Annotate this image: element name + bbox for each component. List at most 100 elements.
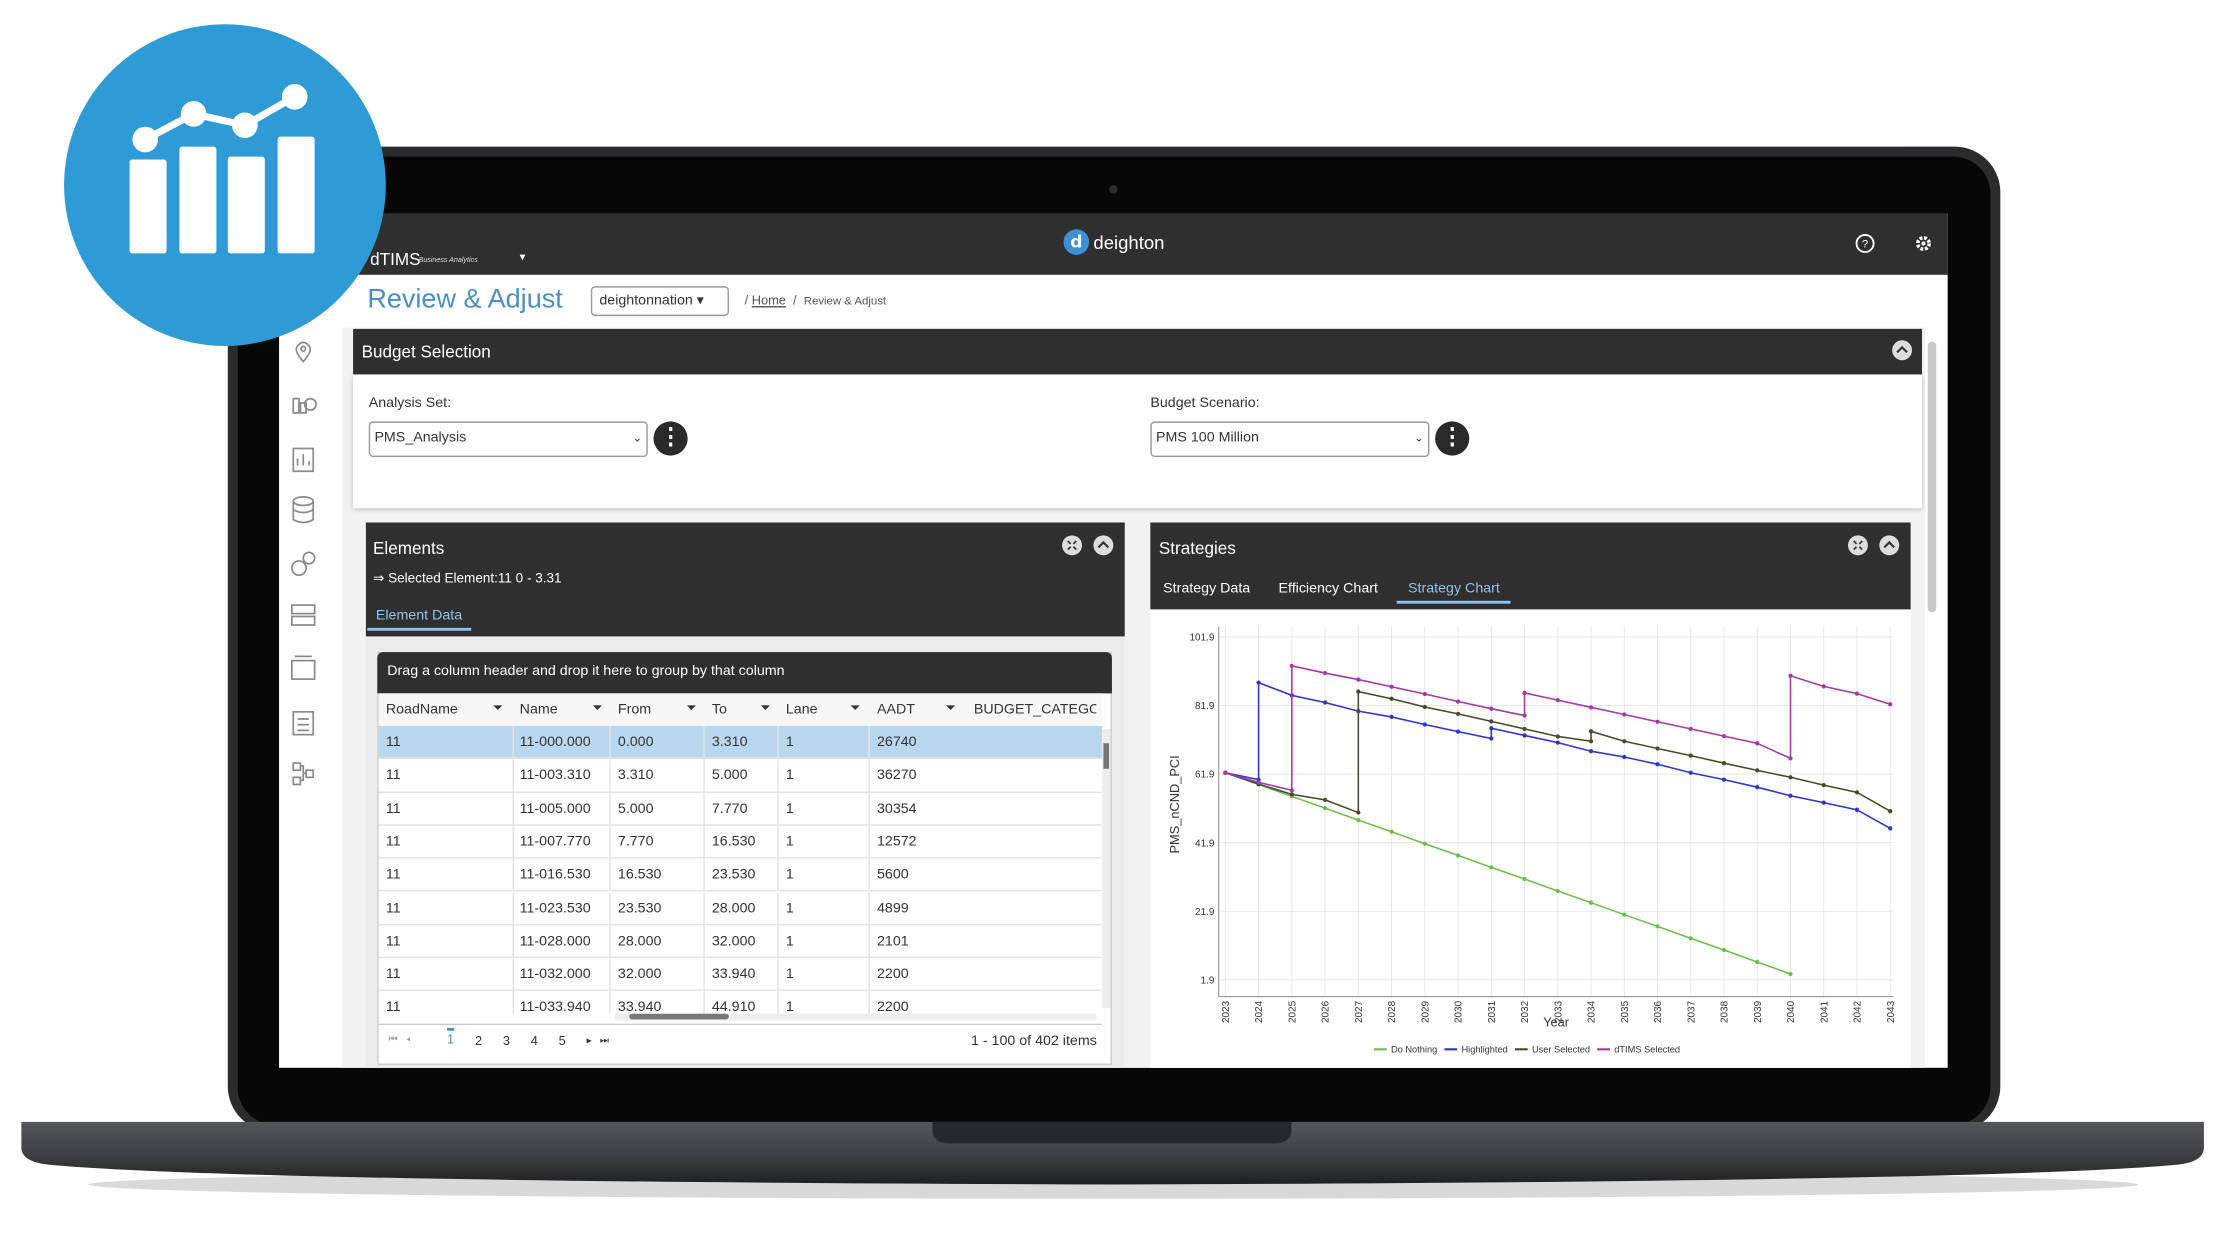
cell-divider [868,958,870,992]
pager-line [378,1023,1102,1026]
point [1289,788,1294,793]
brand-menu[interactable]: ▾ [519,250,526,264]
table-cell: 1 [785,900,794,917]
cell-divider [868,925,870,958]
point [1655,746,1660,751]
point [1588,749,1594,754]
column-header: Lane [785,701,818,718]
scenario-menu[interactable] [1435,421,1470,456]
h-scroll[interactable] [615,1013,1097,1021]
tab-active[interactable]: Strategy Chart [1396,581,1512,604]
table-cell: 11-023.530 [519,900,591,917]
cell-divider [512,925,514,958]
table-cell: 1 [785,734,794,751]
page-link[interactable]: 5 [558,1033,566,1048]
x-tick-label: 2033 [1553,1000,1564,1023]
page-link[interactable]: 3 [502,1033,510,1048]
table-cell: 11 [385,734,401,751]
cell-divider [777,891,779,925]
top-icons[interactable]: ? [1852,229,1937,257]
x-tick-label: 2038 [1720,1000,1731,1023]
table-row[interactable] [378,759,1102,793]
cell-divider [609,958,611,992]
column-header: BUDGET_CATEGORY [973,701,1096,718]
page-link[interactable]: 4 [530,1033,538,1048]
analysis-select[interactable]: PMS_Analysis ⌄ [368,421,648,458]
cell-divider [512,726,514,759]
point [1489,865,1494,870]
column-filter[interactable]: ⏷ [492,700,503,715]
elements-title: Elements [373,538,445,559]
legend-label: User Selected [1532,1044,1590,1054]
panel-icons[interactable] [1061,534,1118,557]
column-filter[interactable]: ⏷ [849,700,861,715]
cell-divider [609,726,611,759]
table-cell: 1 [785,867,794,883]
point [1389,696,1394,701]
point [1289,663,1294,668]
cell-divider [777,759,779,793]
cell-divider [512,991,514,1014]
table-cell: 28.000 [617,933,662,950]
column-filter[interactable]: ⏷ [760,700,771,715]
table-cell: 7.770 [711,800,748,817]
cell-divider [512,759,514,793]
table-row[interactable] [378,892,1102,926]
table-row[interactable] [378,859,1102,892]
cell-divider [868,991,870,1014]
point [1522,733,1527,738]
panel-icons[interactable] [1847,534,1904,557]
table-row[interactable] [378,925,1102,959]
point [1489,719,1494,724]
analysis-menu[interactable] [653,421,688,456]
pager-nav[interactable]: ⏮ ◂ [388,1035,411,1046]
point [1356,689,1361,694]
table-cell: 16.530 [617,867,662,883]
point [1422,704,1427,710]
tab[interactable]: Strategy Data [1163,580,1251,597]
table-cell: 1 [785,1000,794,1014]
table-cell: 11-028.000 [519,933,591,950]
y-tick-label: 101.9 [1190,633,1215,644]
collapse[interactable] [1891,339,1914,362]
column-filter[interactable]: ⏷ [592,700,603,715]
cell-divider [609,991,611,1014]
scenario-select[interactable]: PMS 100 Million ⌄ [1150,421,1430,458]
page-link[interactable]: 2 [474,1033,483,1048]
table-cell: 32.000 [711,933,756,950]
table-cell: 11 [385,867,401,883]
analysis-set: PMS_Analysis [374,429,467,446]
point [1455,699,1461,704]
x-tick-label: 2027 [1354,1000,1365,1023]
point [1356,810,1361,815]
table-row[interactable] [378,726,1102,760]
element-tab[interactable]: Element Data [367,608,471,631]
column-header: From [617,701,652,718]
scrollbar[interactable] [1927,341,1937,613]
org-select[interactable]: deightonnation ▾ [590,286,729,317]
column-filter[interactable]: ⏷ [686,700,697,715]
cell-divider [868,891,870,925]
company-logo: d [1063,229,1090,255]
column-filter[interactable]: ⏷ [945,700,956,715]
table-row[interactable] [378,958,1102,992]
table-cell: 12572 [877,834,917,850]
cell-divider [868,858,870,892]
y-tick-label: 81.9 [1195,701,1215,712]
point [1389,829,1394,834]
page-link[interactable]: 1 [447,1027,455,1046]
breadcrumb-home[interactable]: Home [751,293,786,308]
table-cell: 5.000 [711,767,748,784]
cell-divider [609,759,611,793]
point [1389,714,1394,720]
v-scroll[interactable] [1101,728,1111,1008]
tab[interactable]: Efficiency Chart [1278,580,1378,597]
grid-body: 11 11-000.000 0.000 3.310 1 26740 11 11-003.310… [378,726,1102,1014]
table-row[interactable] [378,792,1102,826]
cell-divider [703,991,705,1014]
x-tick-label: 2037 [1686,1000,1697,1023]
pager-nav[interactable]: ▸ ⏭ [586,1036,609,1047]
badge [64,24,386,346]
table-row[interactable] [378,826,1102,859]
